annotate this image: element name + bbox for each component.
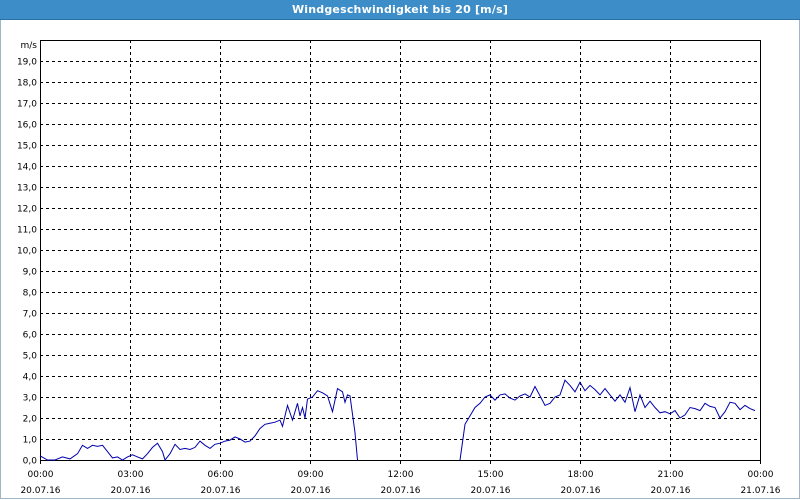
- x-tick-time: 09:00: [298, 470, 324, 480]
- x-tick-date: 20.07.16: [650, 486, 690, 496]
- x-tick-date: 20.07.16: [20, 486, 60, 496]
- x-tick-date: 20.07.16: [470, 486, 510, 496]
- series-group: [39, 379, 756, 462]
- y-tick-label: 11,0: [17, 226, 37, 236]
- y-axis-unit-label: m/s: [21, 41, 38, 51]
- y-tick-label: 14,0: [17, 163, 37, 173]
- y-tick-label: 5,0: [23, 352, 38, 362]
- x-tick-time: 03:00: [118, 470, 144, 480]
- y-tick-label: 1,0: [23, 436, 38, 446]
- y-tick-label: 16,0: [17, 121, 37, 131]
- x-tick-time: 21:00: [658, 470, 684, 480]
- y-tick-label: 4,0: [23, 373, 38, 383]
- y-tick-label: 9,0: [23, 268, 38, 278]
- y-tick-label: 6,0: [23, 331, 38, 341]
- y-tick-label: 17,0: [17, 100, 37, 110]
- wind-speed-line: [459, 379, 756, 461]
- x-tick-date: 20.07.16: [200, 486, 240, 496]
- wind-speed-line: [39, 387, 358, 462]
- x-tick-time: 18:00: [568, 470, 594, 480]
- x-tick-time: 06:00: [208, 470, 234, 480]
- window-title: Windgeschwindigkeit bis 20 [m/s]: [291, 3, 509, 16]
- y-tick-label: 19,0: [17, 58, 37, 68]
- y-tick-label: 18,0: [17, 79, 37, 89]
- y-tick-label: 8,0: [23, 289, 38, 299]
- x-tick-time: 15:00: [478, 470, 504, 480]
- x-tick-date: 20.07.16: [110, 486, 150, 496]
- y-tick-label: 0,0: [23, 457, 38, 467]
- x-tick-date: 20.07.16: [290, 486, 330, 496]
- x-tick-time: 12:00: [388, 470, 414, 480]
- x-tick-date: 21.07.16: [740, 486, 780, 496]
- y-tick-label: 10,0: [17, 247, 37, 257]
- x-tick-time: 00:00: [28, 470, 54, 480]
- x-tick-labels: 00:00 20.07.16 03:00 20.07.16 06:00 20.07.16 0…: [20, 470, 780, 496]
- x-tick-time: 00:00: [748, 470, 774, 480]
- y-tick-label: 13,0: [17, 184, 37, 194]
- x-tick-date: 20.07.16: [560, 486, 600, 496]
- y-tick-label: 2,0: [23, 415, 38, 425]
- y-tick-labels: 0,0 1,0 2,0 3,0 4,0 5,0 6,0 7,0 8,0 9,0 10,0 11,0 12…: [17, 58, 37, 467]
- y-tick-label: 3,0: [23, 394, 38, 404]
- vertical-gridlines: [40, 40, 761, 464]
- title-bar: Windgeschwindigkeit bis 20 [m/s]: [0, 0, 800, 20]
- y-tick-label: 15,0: [17, 142, 37, 152]
- y-tick-label: 7,0: [23, 310, 38, 320]
- y-tick-label: 12,0: [17, 205, 37, 215]
- x-tick-date: 20.07.16: [380, 486, 420, 496]
